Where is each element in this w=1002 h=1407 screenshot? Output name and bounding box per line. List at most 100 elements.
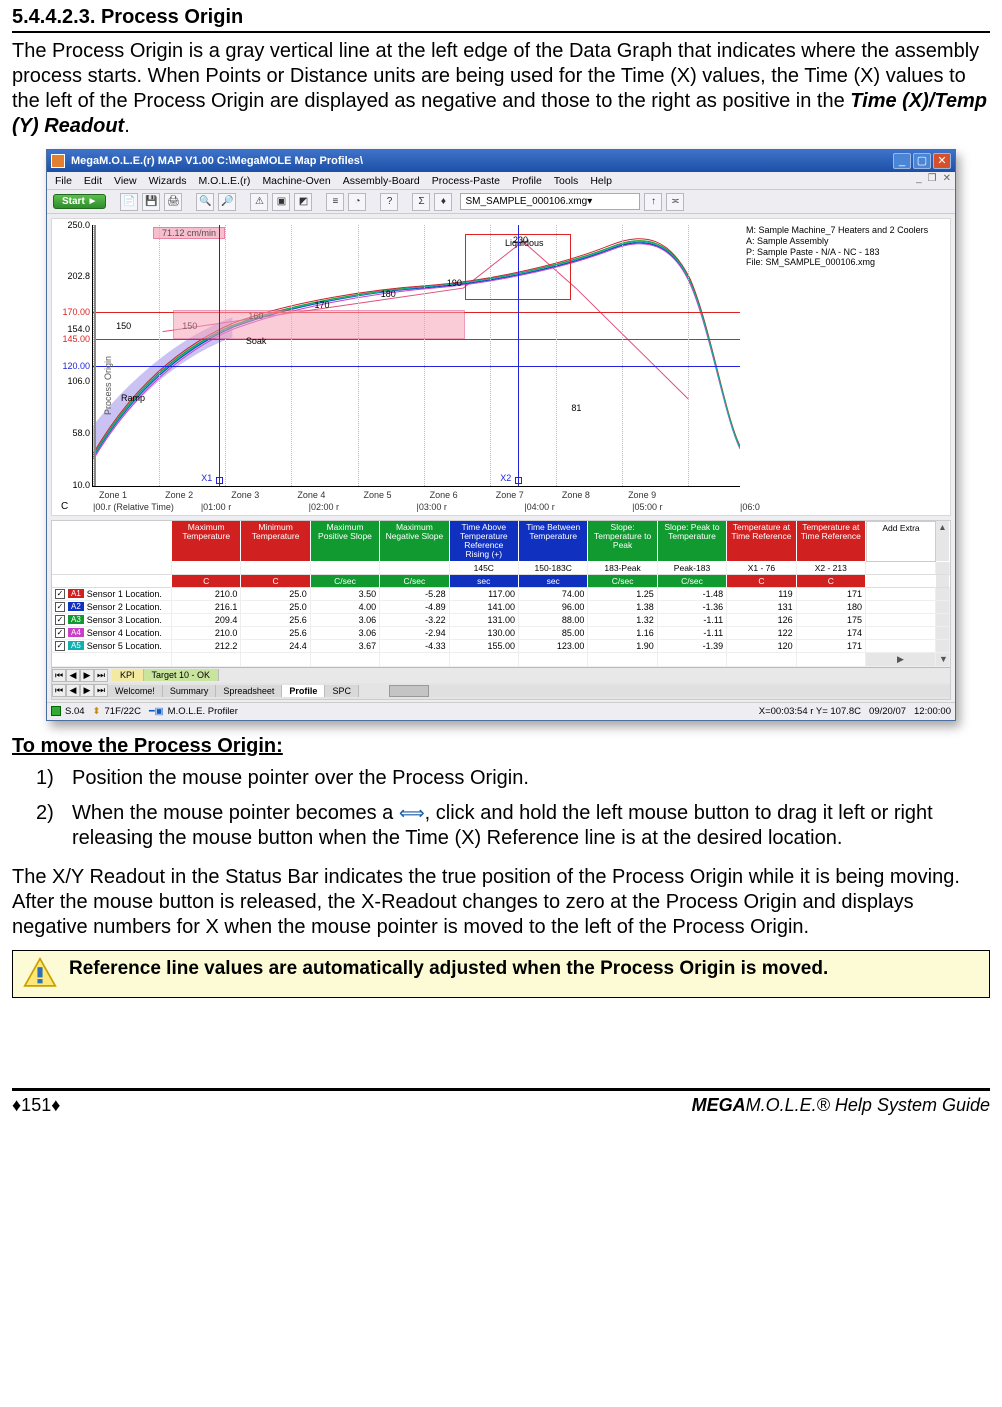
data-graph[interactable]: 250.0 202.8 170.00 154.0145.00 120.00 106.0 58… [51, 218, 951, 516]
tab-nav-last[interactable]: ⏭ [94, 669, 108, 682]
menu-item[interactable]: Assembly-Board [343, 175, 420, 187]
status-temp: 71F/22C [105, 706, 141, 717]
footer-title: MEGAM.O.L.E.® Help System Guide [692, 1095, 990, 1116]
tab-nav-prev[interactable]: ◀ [66, 669, 80, 682]
chart-svg [93, 225, 740, 486]
menu-item[interactable]: Machine-Oven [262, 175, 330, 187]
sensor-checkbox[interactable]: ✓ [55, 628, 65, 638]
toolbar-button[interactable]: ↑ [644, 193, 662, 211]
tab-kpi[interactable]: KPI [112, 669, 144, 681]
sheet-tab[interactable]: Summary [163, 685, 217, 697]
sheet-nav-next[interactable]: ▶ [80, 684, 94, 697]
add-extra-button[interactable]: Add Extra [866, 521, 936, 562]
y-tick-label: 250.0 [67, 220, 90, 230]
menu-item[interactable]: M.O.L.E.(r) [199, 175, 251, 187]
table-row: ✓A5Sensor 5 Location.212.224.43.67-4.331… [52, 640, 950, 653]
table-header-row: Maximum TemperatureMinimum TemperatureMa… [52, 521, 950, 562]
help-button[interactable]: ? [380, 193, 398, 211]
status-profiler: M.O.L.E. Profiler [168, 706, 238, 717]
steps-list: 1)Position the mouse pointer over the Pr… [12, 766, 990, 851]
sensor-checkbox[interactable]: ✓ [55, 615, 65, 625]
info-paste: P: Sample Paste - N/A - NC - 183 [746, 247, 944, 258]
maximize-button[interactable]: ▢ [913, 153, 931, 169]
tab-target[interactable]: Target 10 - OK [144, 669, 220, 681]
sensor-checkbox[interactable]: ✓ [55, 641, 65, 651]
minimize-button[interactable]: _ [893, 153, 911, 169]
y-tick-label: 202.8 [67, 271, 90, 281]
mdi-restore-icon[interactable]: ❐ [928, 173, 937, 184]
info-file: File: SM_SAMPLE_000106.xmg [746, 257, 944, 268]
sheet-tab[interactable]: SPC [325, 685, 359, 697]
menu-item[interactable]: Wizards [149, 175, 187, 187]
y-tick-label: 58.0 [72, 428, 90, 438]
table-row: ✓A4Sensor 4 Location.210.025.63.06-2.941… [52, 627, 950, 640]
menu-item[interactable]: Edit [84, 175, 102, 187]
y-tick-label: 120.00 [62, 361, 90, 371]
app-screenshot: MegaM.O.L.E.(r) MAP V1.00 C:\MegaMOLE Ma… [46, 149, 956, 721]
file-dropdown-value: SM_SAMPLE_000106.xmg [465, 196, 587, 207]
sub-heading: To move the Process Origin: [12, 735, 990, 758]
y-unit-label: C [61, 501, 68, 512]
data-table: Maximum TemperatureMinimum TemperatureMa… [51, 520, 951, 700]
mdi-close-icon[interactable]: ✕ [943, 173, 951, 184]
window-titlebar[interactable]: MegaM.O.L.E.(r) MAP V1.00 C:\MegaMOLE Ma… [47, 150, 955, 172]
toolbar-button[interactable]: ≡ [326, 193, 344, 211]
process-origin-line[interactable] [94, 225, 96, 486]
y-tick-label: 145.00 [62, 334, 90, 344]
toolbar: Start ► 📄 💾 🖨 🔍 🔎 ⚠ ▣ ◩ ≡ ◔ ? Σ ♦ SM_SAM… [47, 190, 955, 214]
y-axis: 250.0 202.8 170.00 154.0145.00 120.00 106.0 58… [52, 219, 92, 515]
tab-nav-next[interactable]: ▶ [80, 669, 94, 682]
sensor-checkbox[interactable]: ✓ [55, 589, 65, 599]
table-unit-row: CCC/secC/secsecsecC/secC/secCC [52, 575, 950, 588]
menu-item[interactable]: Tools [554, 175, 579, 187]
toolbar-button[interactable]: ♦ [434, 193, 452, 211]
close-button[interactable]: ✕ [933, 153, 951, 169]
toolbar-button[interactable]: 📄 [120, 193, 138, 211]
toolbar-button[interactable]: ▣ [272, 193, 290, 211]
toolbar-button[interactable]: 💾 [142, 193, 160, 211]
menu-item[interactable]: Help [590, 175, 612, 187]
sheet-tab[interactable]: Welcome! [108, 685, 163, 697]
paragraph-2: The X/Y Readout in the Status Bar indica… [12, 865, 990, 940]
toolbar-button[interactable]: Σ [412, 193, 430, 211]
sheet-nav-first[interactable]: ⏮ [52, 684, 66, 697]
sheet-tab-active[interactable]: Profile [282, 685, 325, 697]
horizontal-scrollbar[interactable] [389, 685, 950, 697]
file-dropdown[interactable]: SM_SAMPLE_000106.xmg▾ [460, 193, 640, 210]
note-box: Reference line values are automatically … [12, 950, 990, 998]
chart-info-panel: M: Sample Machine_7 Heaters and 2 Cooler… [746, 225, 944, 268]
y-tick-label: 170.00 [62, 307, 90, 317]
intro-text-2: . [124, 115, 130, 137]
sheet-nav-last[interactable]: ⏭ [94, 684, 108, 697]
toolbar-button[interactable]: ◩ [294, 193, 312, 211]
y-tick-label: 106.0 [67, 376, 90, 386]
toolbar-button[interactable]: ⚠ [250, 193, 268, 211]
table-row: ✓A2Sensor 2 Location.216.125.04.00-4.891… [52, 601, 950, 614]
status-date: 09/20/07 [869, 706, 906, 717]
table-row: ✓A1Sensor 1 Location.210.025.03.50-5.281… [52, 588, 950, 601]
menu-item[interactable]: File [55, 175, 72, 187]
y-tick-label: 154.0 [67, 324, 90, 334]
menu-item[interactable]: Process-Paste [432, 175, 500, 187]
process-origin-label: Process Origin [103, 356, 113, 415]
zoom-out-button[interactable]: 🔎 [218, 193, 236, 211]
menu-item[interactable]: Profile [512, 175, 542, 187]
step-1: 1)Position the mouse pointer over the Pr… [46, 766, 990, 791]
toolbar-button[interactable]: ◔ [348, 193, 366, 211]
sheet-tab[interactable]: Spreadsheet [216, 685, 282, 697]
menu-item[interactable]: View [114, 175, 137, 187]
y-tick-label: 10.0 [72, 480, 90, 490]
toolbar-button[interactable]: ≍ [666, 193, 684, 211]
zoom-in-button[interactable]: 🔍 [196, 193, 214, 211]
status-time: 12:00:00 [914, 706, 951, 717]
sheet-tabs: ⏮ ◀ ▶ ⏭ Welcome! Summary Spreadsheet Pro… [52, 683, 950, 699]
start-button[interactable]: Start ► [53, 194, 106, 209]
sensor-checkbox[interactable]: ✓ [55, 602, 65, 612]
toolbar-button[interactable]: 🖨 [164, 193, 182, 211]
table-subheader-row: 145C150-183C183-PeakPeak-183X1 - 76X2 - … [52, 562, 950, 575]
info-assembly: A: Sample Assembly [746, 236, 944, 247]
plot-area[interactable]: C Process OriginZone 1150Zone 2150Zone 3… [92, 225, 740, 487]
sheet-nav-prev[interactable]: ◀ [66, 684, 80, 697]
mdi-minimize-icon[interactable]: _ [916, 173, 922, 184]
tab-nav-first[interactable]: ⏮ [52, 669, 66, 682]
